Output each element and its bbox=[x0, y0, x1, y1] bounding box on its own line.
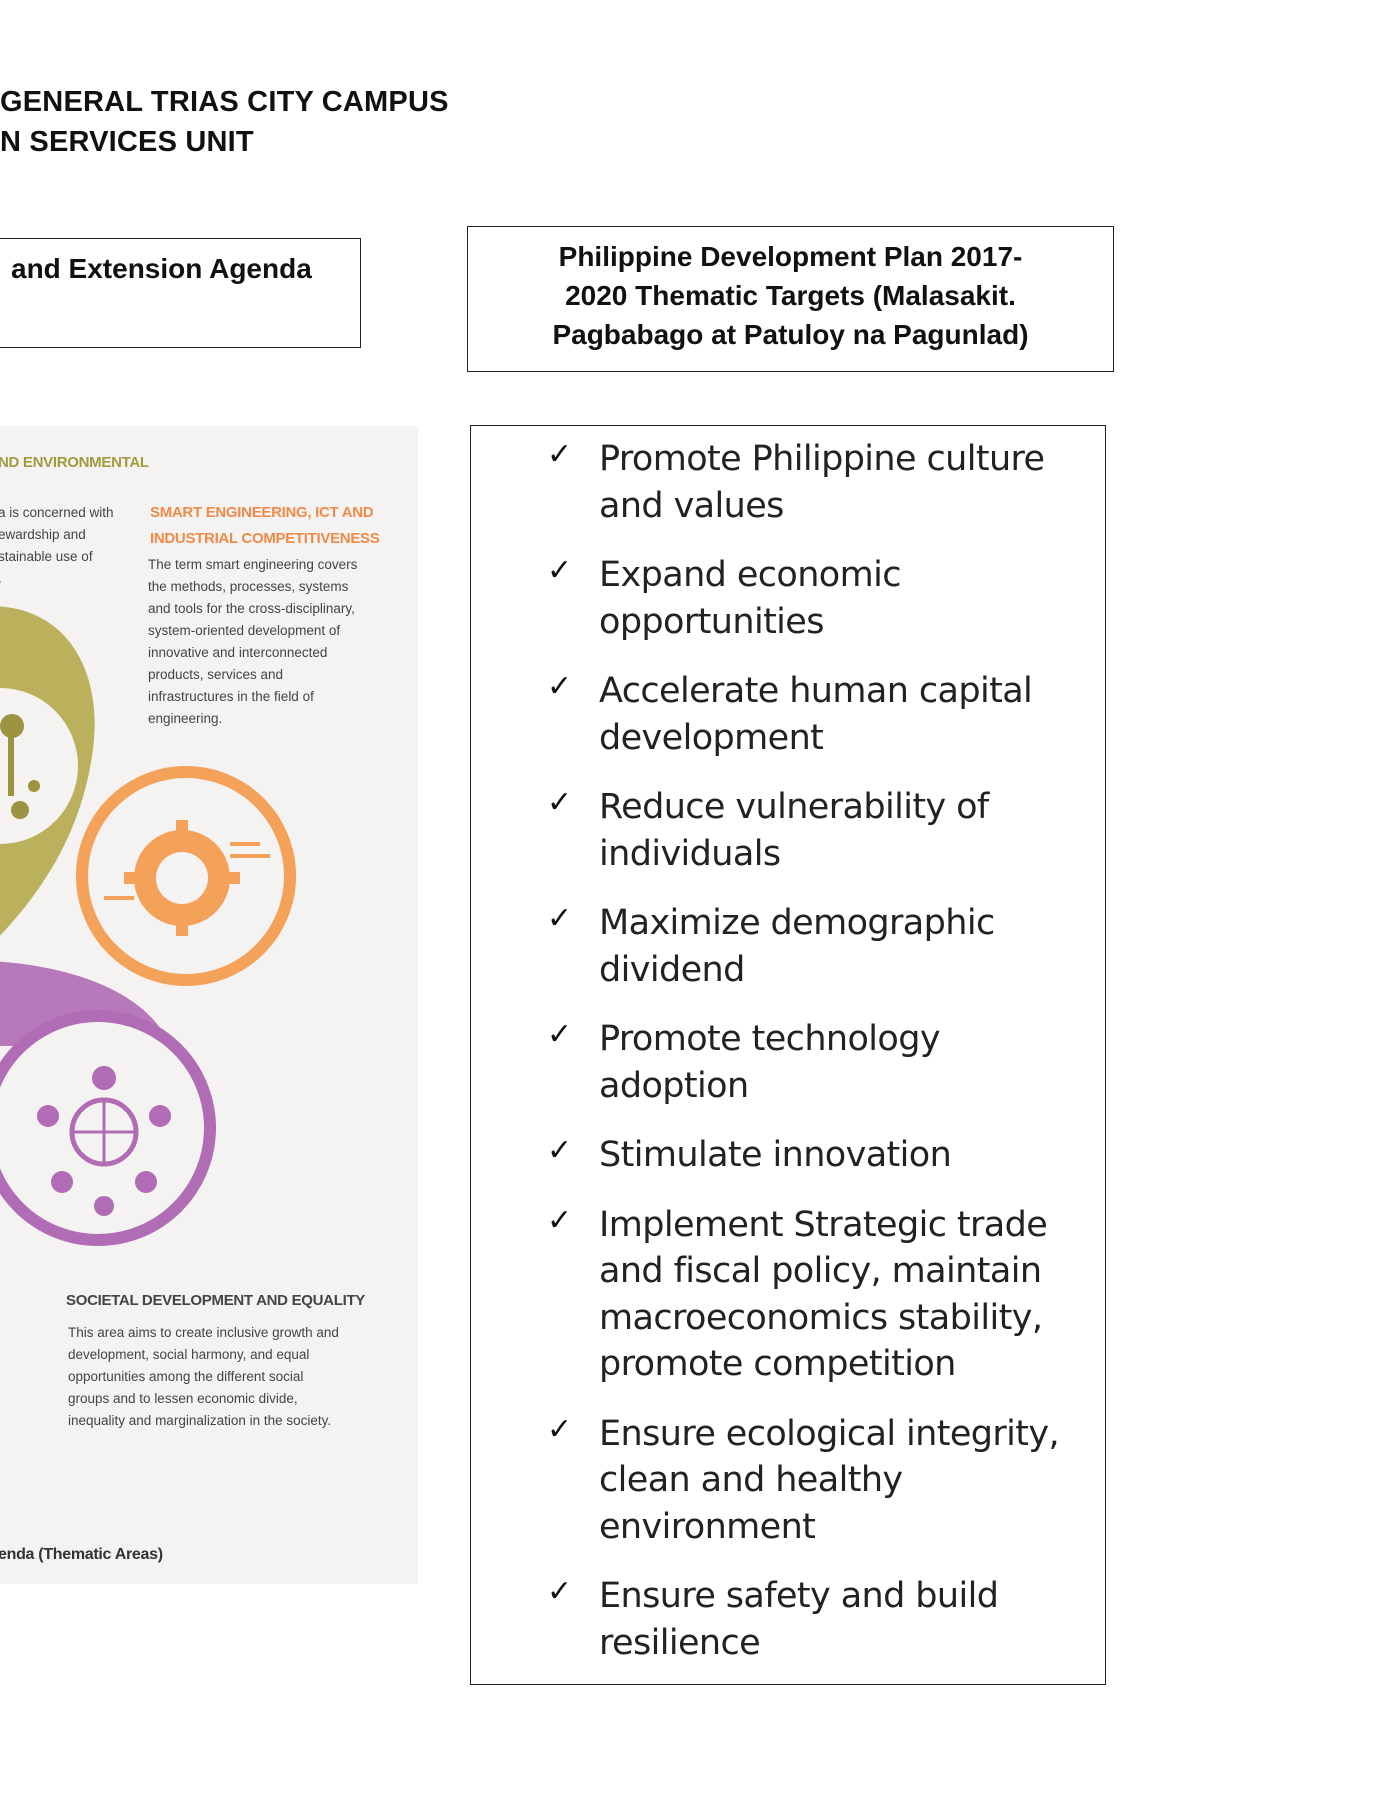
target-text: Ensure ecological integrity, clean and h… bbox=[599, 1411, 1060, 1551]
target-text-line: clean and healthy bbox=[599, 1460, 903, 1500]
checkmark-icon: ✓ bbox=[547, 1203, 573, 1237]
smart-engineering-text-line: products, services and bbox=[148, 667, 284, 682]
smart-engineering-text-line: infrastructures in the field of bbox=[148, 689, 314, 704]
target-text-line: adoption bbox=[599, 1065, 749, 1106]
environment-text-line: stainable use of bbox=[0, 549, 93, 564]
societal-text-line: groups and to lessen economic divide, bbox=[68, 1391, 298, 1406]
smart-engineering-text-line: innovative and interconnected bbox=[148, 645, 328, 660]
checkmark-icon: ✓ bbox=[547, 1018, 573, 1051]
pdp-title-box: Philippine Development Plan 2017- 2020 T… bbox=[467, 226, 1114, 372]
smart-engineering-text-line: system-oriented development of bbox=[148, 623, 341, 638]
target-text: Ensure safety and build resilience bbox=[599, 1573, 1059, 1666]
pdp-title-line: Philippine Development Plan 2017- bbox=[558, 241, 1023, 272]
target-text: Promote technology adoption bbox=[599, 1016, 1059, 1109]
target-text-line: Ensure ecological integrity, bbox=[599, 1413, 1060, 1454]
thematic-targets-box: ✓ Promote Philippine culture and values … bbox=[470, 425, 1106, 1685]
list-item: ✓ Promote Philippine culture and values bbox=[471, 436, 1059, 529]
target-text: Maximize demographic dividend bbox=[599, 900, 1059, 993]
header-line-2: N SERVICES UNIT bbox=[0, 126, 254, 158]
societal-text-line: inequality and marginalization in the so… bbox=[68, 1413, 332, 1428]
tree-icon bbox=[0, 714, 40, 819]
target-text-line: and values bbox=[599, 485, 784, 526]
target-text-line: Implement Strategic trade bbox=[599, 1204, 1048, 1245]
environment-text: a is concerned with ewardship and staina… bbox=[0, 502, 114, 590]
people-globe-icon bbox=[37, 1066, 171, 1216]
smart-engineering-text-line: The term smart engineering covers bbox=[148, 557, 358, 572]
gear-icon bbox=[104, 820, 270, 936]
list-item: ✓ Reduce vulnerability of individuals bbox=[471, 784, 1059, 877]
list-item: ✓ Maximize demographic dividend bbox=[471, 900, 1059, 993]
target-text-line: Maximize demographic bbox=[599, 903, 995, 943]
target-text-line: Accelerate human capital bbox=[599, 671, 1033, 711]
list-item: ✓ Ensure ecological integrity, clean and… bbox=[471, 1411, 1060, 1551]
target-text: Implement Strategic trade and fiscal pol… bbox=[599, 1202, 1059, 1388]
figure-caption: enda (Thematic Areas) bbox=[0, 1546, 163, 1563]
smart-engineering-text: The term smart engineering covers the me… bbox=[148, 554, 357, 730]
target-text-line: macroeconomics stability, bbox=[599, 1297, 1043, 1338]
target-text-line: development bbox=[599, 717, 824, 758]
target-text-line: environment bbox=[599, 1506, 816, 1547]
societal-heading: SOCIETAL DEVELOPMENT AND EQUALITY bbox=[66, 1292, 366, 1309]
list-item: ✓ Expand economic opportunities bbox=[471, 552, 1059, 645]
environment-text-line: a is concerned with bbox=[0, 505, 114, 520]
target-text-line: Ensure safety and build bbox=[599, 1576, 999, 1616]
target-text: Accelerate human capital development bbox=[599, 668, 1059, 761]
smart-engineering-heading: SMART ENGINEERING, ICT AND INDUSTRIAL CO… bbox=[150, 500, 380, 552]
smart-engineering-text-line: the methods, processes, systems bbox=[148, 579, 349, 594]
environment-text-line: ewardship and bbox=[0, 527, 86, 542]
target-text-line: Promote Philippine culture bbox=[599, 439, 1045, 479]
target-text-line: and fiscal policy, maintain bbox=[599, 1251, 1042, 1291]
societal-text-line: opportunities among the different social bbox=[68, 1369, 304, 1384]
pdp-title-line: Pagbabago at Patuloy na Pagunlad) bbox=[552, 319, 1029, 350]
checkmark-icon: ✓ bbox=[547, 554, 573, 587]
target-text-line: dividend bbox=[599, 949, 745, 990]
agenda-title-box: and Extension Agenda bbox=[0, 238, 361, 348]
target-text-line: Expand economic bbox=[599, 555, 901, 595]
list-item: ✓ Implement Strategic trade and fiscal p… bbox=[471, 1202, 1059, 1388]
list-item: ✓ Stimulate innovation bbox=[471, 1132, 1059, 1179]
target-text-line: opportunities bbox=[599, 601, 824, 642]
checkmark-icon: ✓ bbox=[547, 1134, 573, 1167]
smart-engineering-heading-line: SMART ENGINEERING, ICT AND bbox=[150, 504, 374, 521]
agenda-title: and Extension Agenda bbox=[11, 253, 312, 284]
checkmark-icon: ✓ bbox=[547, 902, 573, 935]
smart-engineering-text-line: engineering. bbox=[148, 711, 223, 726]
target-text-line: Reduce vulnerability of bbox=[599, 787, 989, 827]
pdp-title-line: 2020 Thematic Targets (Malasakit. bbox=[565, 280, 1016, 311]
list-item: ✓ Promote technology adoption bbox=[471, 1016, 1059, 1109]
target-text-line: resilience bbox=[599, 1622, 761, 1663]
smart-engineering-text-line: and tools for the cross-disciplinary, bbox=[148, 601, 355, 616]
target-text: Stimulate innovation bbox=[599, 1132, 1059, 1179]
header-line-1: GENERAL TRIAS CITY CAMPUS bbox=[0, 86, 449, 118]
target-text-line: Promote technology bbox=[599, 1019, 941, 1059]
smart-engineering-heading-line: INDUSTRIAL COMPETITIVENESS bbox=[150, 530, 380, 547]
societal-text-line: development, social harmony, and equal bbox=[68, 1347, 310, 1362]
target-text: Promote Philippine culture and values bbox=[599, 436, 1059, 529]
checkmark-icon: ✓ bbox=[547, 1575, 573, 1608]
environment-heading: ND ENVIRONMENTAL bbox=[0, 454, 149, 471]
societal-text: This area aims to create inclusive growt… bbox=[68, 1322, 339, 1432]
list-item: ✓ Ensure safety and build resilience bbox=[471, 1573, 1059, 1666]
target-text-line: Stimulate innovation bbox=[599, 1135, 952, 1175]
checkmark-icon: ✓ bbox=[547, 786, 573, 819]
target-text-line: individuals bbox=[599, 833, 781, 874]
thematic-areas-figure: ND ENVIRONMENTAL a is concerned with ewa… bbox=[0, 426, 418, 1584]
societal-text-line: This area aims to create inclusive growt… bbox=[68, 1325, 339, 1340]
target-text: Expand economic opportunities bbox=[599, 552, 1059, 645]
list-item: ✓ Accelerate human capital development bbox=[471, 668, 1059, 761]
checkmark-icon: ✓ bbox=[547, 1412, 573, 1446]
thematic-targets-list: ✓ Promote Philippine culture and values … bbox=[471, 436, 1060, 1689]
thematic-areas-graphic bbox=[0, 606, 296, 1246]
environment-text-line: . bbox=[0, 568, 114, 590]
checkmark-icon: ✓ bbox=[547, 438, 573, 471]
checkmark-icon: ✓ bbox=[547, 670, 573, 703]
smart-engineering-circle bbox=[76, 766, 296, 986]
target-text: Reduce vulnerability of individuals bbox=[599, 784, 1059, 877]
target-text-line: promote competition bbox=[599, 1344, 956, 1384]
